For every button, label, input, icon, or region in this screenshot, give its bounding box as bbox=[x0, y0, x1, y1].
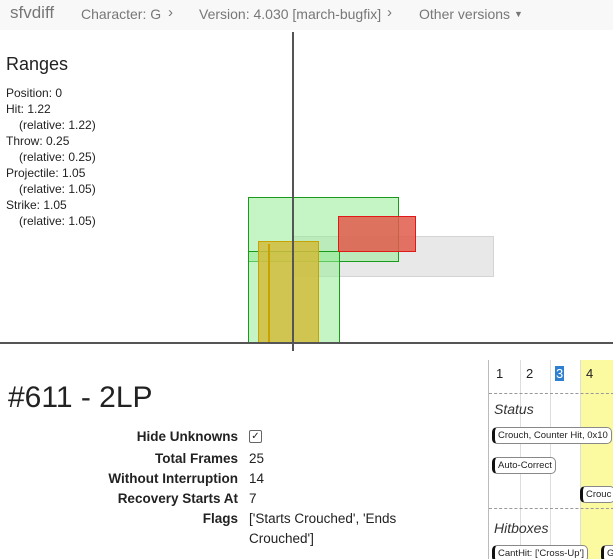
recovery-starts-value: 7 bbox=[249, 491, 257, 506]
timeline-divider bbox=[489, 393, 613, 394]
hide-unknowns-checkbox[interactable]: ✓ bbox=[249, 430, 262, 443]
frame-4-highlight bbox=[580, 360, 613, 559]
range-throw-relative: (relative: 0.25) bbox=[19, 150, 96, 164]
flags-label: Flags bbox=[202, 511, 238, 526]
brand-link[interactable]: sfvdiff bbox=[10, 3, 55, 22]
hitbox-pill-cant-hit[interactable]: CantHit: ['Cross-Up'] bbox=[492, 545, 588, 559]
origin-axis-vertical bbox=[292, 32, 294, 351]
caret-down-icon: ▼ bbox=[514, 9, 523, 19]
character-selector[interactable]: Character: G bbox=[81, 6, 162, 22]
range-hit: Hit: 1.22 bbox=[6, 102, 51, 116]
flags-value-line2: Crouched'] bbox=[249, 531, 314, 546]
flags-value-line1: ['Starts Crouched', 'Ends bbox=[249, 511, 397, 526]
hitboxes-section-label: Hitboxes bbox=[494, 520, 549, 536]
ranges-title: Ranges bbox=[6, 54, 69, 74]
frame-divider bbox=[580, 360, 581, 559]
status-pill-crouch[interactable]: Crouch, Counter Hit, 0x10 bbox=[492, 427, 612, 444]
other-versions-label: Other versions bbox=[419, 6, 511, 22]
ground-axis-horizontal bbox=[0, 342, 613, 344]
range-projectile-relative: (relative: 1.05) bbox=[19, 182, 96, 196]
checkmark-icon: ✓ bbox=[251, 431, 260, 442]
move-title: #611 - 2LP bbox=[8, 381, 153, 414]
frame-number-3-selected[interactable]: 3 bbox=[555, 366, 565, 381]
total-frames-value: 25 bbox=[249, 451, 265, 466]
recovery-starts-label: Recovery Starts At bbox=[117, 491, 238, 506]
hitbox-pill-ground[interactable]: Gro bbox=[601, 545, 613, 559]
status-section-label: Status bbox=[494, 401, 534, 417]
frame-timeline: 1 2 3 4 Status Crouch, Counter Hit, 0x10… bbox=[488, 360, 613, 559]
range-position: Position: 0 bbox=[6, 86, 63, 100]
frame-number-1[interactable]: 1 bbox=[496, 366, 504, 381]
frame-number-2[interactable]: 2 bbox=[526, 366, 534, 381]
hide-unknowns-label: Hide Unknowns bbox=[136, 429, 238, 444]
without-interruption-value: 14 bbox=[249, 471, 265, 486]
timeline-divider bbox=[489, 508, 613, 509]
range-strike-relative: (relative: 1.05) bbox=[19, 214, 96, 228]
other-versions-dropdown[interactable]: Other versions ▼ bbox=[419, 6, 523, 22]
range-throw: Throw: 0.25 bbox=[6, 134, 70, 148]
hitbox-attack bbox=[338, 216, 416, 252]
total-frames-label: Total Frames bbox=[154, 451, 238, 466]
range-projectile: Projectile: 1.05 bbox=[6, 166, 86, 180]
status-pill-crouch-frame4[interactable]: Crouc bbox=[580, 486, 613, 503]
hitbox-viewer: Ranges Position: 0 Hit: 1.22 (relative: … bbox=[0, 32, 613, 351]
top-nav: sfvdiff Character: G › Version: 4.030 [m… bbox=[0, 0, 613, 30]
ranges-list: Position: 0 Hit: 1.22 (relative: 1.22) T… bbox=[6, 85, 96, 229]
chevron-right-icon: › bbox=[168, 4, 173, 21]
chevron-right-icon: › bbox=[387, 4, 392, 21]
version-selector[interactable]: Version: 4.030 [march-bugfix] bbox=[199, 6, 382, 22]
pushbox-divider bbox=[268, 244, 270, 343]
range-hit-relative: (relative: 1.22) bbox=[19, 118, 96, 132]
frame-number-4[interactable]: 4 bbox=[586, 366, 594, 381]
without-interruption-label: Without Interruption bbox=[108, 471, 238, 486]
status-pill-auto-correct[interactable]: Auto-Correct bbox=[492, 457, 556, 474]
range-strike: Strike: 1.05 bbox=[6, 198, 67, 212]
